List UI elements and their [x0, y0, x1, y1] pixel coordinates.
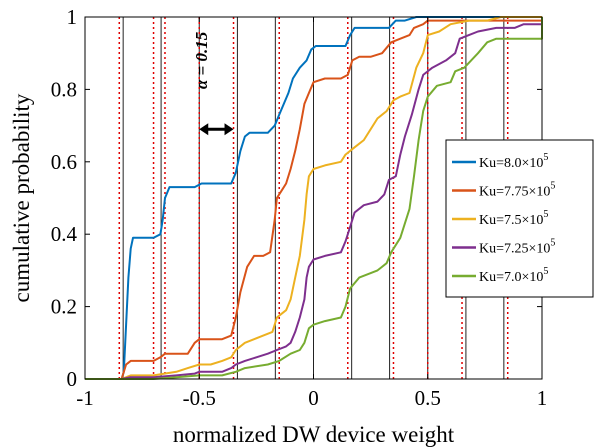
legend-entry-label: Ku=7.25×105 [479, 238, 555, 257]
alpha-arrow-right-head [224, 123, 234, 136]
alpha-arrow-left-head [199, 123, 209, 136]
legend-entry-label: Ku=8.0×105 [479, 152, 548, 171]
legend-entry-exponent: 5 [543, 266, 548, 277]
x-axis-label: normalized DW device weight [173, 422, 455, 447]
alpha-annotation-text: α = 0.15 [192, 31, 211, 89]
x-tick-label: 0.5 [415, 386, 441, 410]
y-tick-label: 0.4 [51, 222, 78, 246]
legend-entry-exponent: 5 [543, 152, 548, 163]
x-tick-label: 0 [308, 386, 319, 410]
legend-entry-exponent: 5 [550, 181, 555, 192]
series-lines [85, 16, 543, 380]
reference-lines [118, 17, 509, 379]
x-tick-label: 1 [537, 386, 548, 410]
series-line [85, 16, 542, 380]
x-axis-ticks: -1 -0.5 0 0.5 1 [76, 17, 547, 410]
alpha-annotation: α = 0.15 [192, 31, 234, 136]
x-tick-label: -1 [76, 386, 94, 410]
y-tick-label: 1 [67, 5, 78, 29]
legend-entry-label: Ku=7.75×105 [479, 181, 555, 200]
y-axis-label: cumulative probability [9, 93, 34, 302]
y-tick-label: 0.6 [51, 150, 77, 174]
series-line [85, 17, 543, 380]
legend-entry-exponent: 5 [550, 238, 555, 249]
y-axis-ticks: 0 0.2 0.4 0.6 0.8 1 [51, 5, 542, 391]
legend: Ku=8.0×105 Ku=7.75×105 Ku=7.5×105 Ku=7.25×1… [445, 139, 594, 298]
series-line [85, 17, 543, 380]
y-tick-label: 0 [67, 367, 78, 391]
legend-entry-label: Ku=7.5×105 [479, 209, 548, 228]
x-tick-label: -0.5 [183, 386, 216, 410]
y-tick-label: 0.2 [51, 295, 77, 319]
series-line [85, 17, 543, 380]
legend-entry-exponent: 5 [543, 209, 548, 220]
legend-entry-label: Ku=7.0×105 [479, 266, 548, 285]
series-line [85, 16, 542, 380]
y-tick-label: 0.8 [51, 77, 77, 101]
